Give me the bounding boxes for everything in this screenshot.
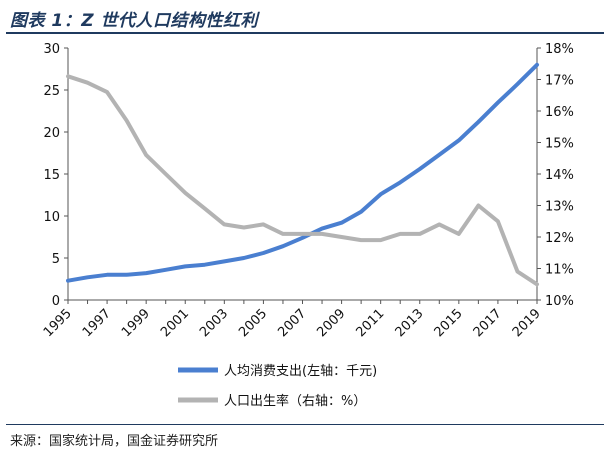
right-tick-label: 11% — [545, 263, 574, 278]
x-tick-label: 2011 — [353, 306, 387, 340]
x-tick-label: 2017 — [471, 306, 505, 340]
right-tick-label: 14% — [545, 168, 574, 183]
left-tick-label: 30 — [43, 42, 60, 57]
left-tick-label: 20 — [43, 126, 60, 141]
left-tick-label: 10 — [43, 210, 60, 225]
left-tick-label: 15 — [43, 168, 60, 183]
source-divider — [6, 424, 604, 425]
series-line-birth-rate — [66, 74, 539, 287]
right-tick-label: 16% — [545, 105, 574, 120]
source-note: 来源：国家统计局，国金证券研究所 — [10, 434, 219, 449]
dual-axis-line-chart: 0 5 10 15 20 25 30 10% 11% 12% 13% 14% 15% 16% 17% 18% 1… — [41, 42, 574, 409]
left-tick-label: 25 — [43, 84, 60, 99]
left-tick-label: 5 — [52, 252, 60, 267]
left-tick-label: 0 — [52, 294, 60, 309]
x-tick-label: 2001 — [158, 306, 192, 340]
right-tick-label: 12% — [545, 231, 574, 246]
x-tick-label: 2009 — [314, 306, 348, 340]
right-tick-label: 17% — [545, 74, 574, 89]
x-tick-label: 1997 — [80, 306, 114, 340]
series-line-consumption — [66, 62, 539, 283]
x-tick-label: 2003 — [197, 306, 231, 340]
x-tick-label: 1995 — [41, 306, 75, 340]
x-tick-label: 1999 — [119, 306, 153, 340]
right-tick-label: 10% — [545, 294, 574, 309]
x-tick-label: 2013 — [393, 306, 427, 340]
x-tick-label: 2007 — [275, 306, 309, 340]
right-tick-label: 13% — [545, 200, 574, 215]
x-tick-label: 2005 — [236, 306, 270, 340]
chart-title: 图表 1：Z 世代人口结构性红利 — [10, 11, 258, 31]
legend-label: 人均消费支出(左轴：千元) — [224, 364, 377, 379]
title-divider — [6, 32, 604, 34]
legend-label: 人口出生率（右轴：%） — [224, 393, 366, 409]
right-tick-label: 18% — [545, 42, 574, 57]
right-tick-label: 15% — [545, 137, 574, 152]
x-tick-label: 2015 — [432, 306, 466, 340]
x-tick-label: 2019 — [510, 306, 544, 340]
